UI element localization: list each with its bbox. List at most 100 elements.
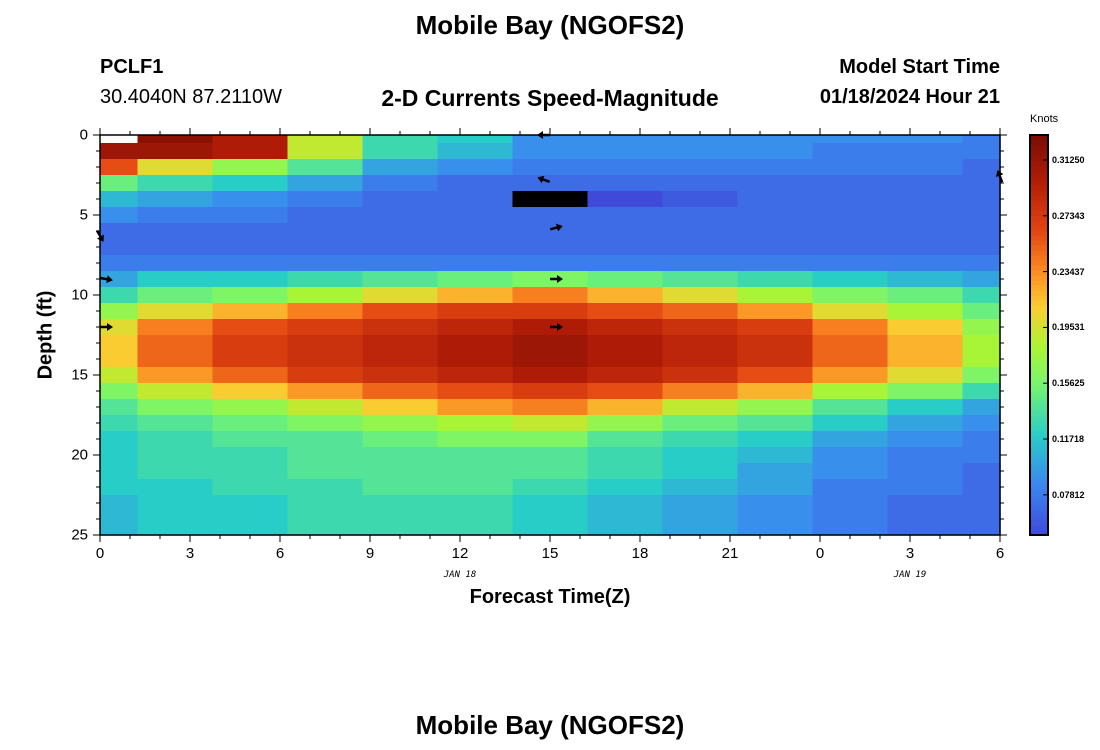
x-tick-label: 9	[365, 545, 375, 562]
heatmap-cell	[887, 383, 964, 400]
colorbar-segment	[1030, 505, 1048, 511]
heatmap-cell	[287, 319, 364, 336]
colorbar-segment	[1030, 155, 1048, 161]
heatmap-cell	[587, 143, 664, 160]
heatmap-cell	[662, 415, 739, 432]
heatmap-cell	[212, 479, 289, 496]
heatmap-cell	[887, 319, 964, 336]
heatmap-cell	[437, 239, 514, 256]
heatmap-cell	[437, 479, 514, 496]
x-tick-label: 6	[275, 545, 285, 562]
colorbar-segment	[1030, 170, 1048, 176]
heatmap-cell	[587, 399, 664, 416]
heatmap-cell	[812, 335, 889, 352]
colorbar-segment	[1030, 135, 1048, 141]
colorbar-segment	[1030, 305, 1048, 311]
heatmap-cell	[887, 239, 964, 256]
colorbar-segment	[1030, 240, 1048, 246]
colorbar-ticks	[1043, 159, 1048, 496]
colorbar-segment	[1030, 250, 1048, 256]
heatmap-cell	[212, 303, 289, 320]
heatmap-cell	[812, 135, 889, 144]
heatmap-cell	[737, 135, 814, 144]
heatmap-cell	[437, 319, 514, 336]
heatmap-cell	[287, 335, 364, 352]
heatmap-cell	[137, 431, 214, 448]
heatmap-cell	[287, 271, 364, 288]
heatmap-cell	[100, 223, 139, 240]
heatmap-cell	[287, 159, 364, 176]
footer-title: Mobile Bay (NGOFS2)	[415, 710, 685, 740]
heatmap-cell	[137, 367, 214, 384]
heatmap-cell	[287, 511, 364, 536]
colorbar-segment	[1030, 440, 1048, 446]
heatmap-cell	[437, 447, 514, 464]
heatmap-cell	[137, 335, 214, 352]
colorbar-segment	[1030, 370, 1048, 376]
heatmap-cell	[512, 463, 589, 480]
heatmap-cell	[512, 335, 589, 352]
heatmap-cell	[212, 223, 289, 240]
heatmap-cell	[887, 431, 964, 448]
colorbar-tick-label: 0.19531	[1052, 322, 1085, 333]
colorbar-segment	[1030, 315, 1048, 321]
colorbar-segment	[1030, 470, 1048, 476]
heatmap-cell	[662, 447, 739, 464]
heatmap-cell	[212, 399, 289, 416]
heatmap-cell	[287, 479, 364, 496]
colorbar-segment	[1030, 190, 1048, 196]
heatmap-cell	[887, 191, 964, 208]
heatmap-cell	[812, 143, 889, 160]
heatmap-cell	[362, 135, 439, 144]
heatmap-cell	[437, 159, 514, 176]
heatmap-cell	[587, 303, 664, 320]
heatmap-cell	[887, 463, 964, 480]
colorbar-segment	[1030, 450, 1048, 456]
heatmap-cell	[212, 447, 289, 464]
heatmap-cell	[587, 287, 664, 304]
heatmap-cell	[287, 447, 364, 464]
x-tick-label: 12	[451, 545, 469, 562]
heatmap-cell	[212, 255, 289, 272]
colorbar-segment	[1030, 210, 1048, 216]
heatmap-cell	[212, 271, 289, 288]
heatmap-cell	[437, 495, 514, 512]
heatmap-cell	[887, 143, 964, 160]
heatmap-cell	[137, 415, 214, 432]
heatmap-cell	[362, 495, 439, 512]
colorbar-segment	[1030, 465, 1048, 471]
heatmap-cell	[887, 511, 964, 536]
colorbar-segment	[1030, 280, 1048, 286]
heatmap-cell	[887, 335, 964, 352]
heatmap-cell	[287, 415, 364, 432]
colorbar-segment	[1030, 490, 1048, 496]
heatmap-cell	[587, 271, 664, 288]
heatmap-cell	[437, 383, 514, 400]
heatmap-cell	[362, 335, 439, 352]
heatmap-cell	[512, 191, 589, 208]
colorbar-segment	[1030, 300, 1048, 306]
heatmap-cell	[587, 463, 664, 480]
heatmap-cell	[587, 415, 664, 432]
heatmap-cell	[287, 191, 364, 208]
heatmap-cell	[212, 191, 289, 208]
heatmap-cell	[362, 143, 439, 160]
heatmap-cell	[212, 175, 289, 192]
heatmap-cell	[137, 351, 214, 368]
x-axis-label: Forecast Time(Z)	[469, 586, 631, 608]
colorbar-segment	[1030, 485, 1048, 491]
x-tick-label: 18	[631, 545, 649, 562]
heatmap-cell	[137, 463, 214, 480]
heatmap-cell	[812, 415, 889, 432]
heatmap-cell	[962, 415, 1001, 432]
heatmap-cell	[887, 159, 964, 176]
colorbar-segment	[1030, 270, 1048, 276]
heatmap-cell	[662, 463, 739, 480]
colorbar-segment	[1030, 390, 1048, 396]
x-tick-label: 0	[815, 545, 825, 562]
colorbar-segment	[1030, 385, 1048, 391]
heatmap-cell	[137, 175, 214, 192]
colorbar-segment	[1030, 500, 1048, 506]
colorbar-segment	[1030, 445, 1048, 451]
date-label: JAN 19	[893, 570, 927, 580]
